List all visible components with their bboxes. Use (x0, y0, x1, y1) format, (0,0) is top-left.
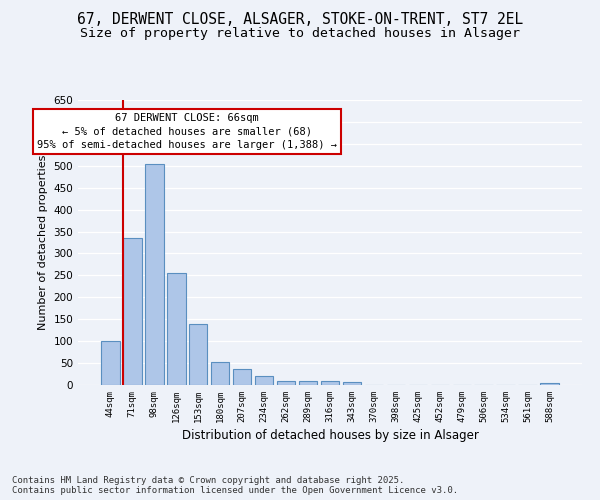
Text: 67, DERWENT CLOSE, ALSAGER, STOKE-ON-TRENT, ST7 2EL: 67, DERWENT CLOSE, ALSAGER, STOKE-ON-TRE… (77, 12, 523, 28)
Text: Size of property relative to detached houses in Alsager: Size of property relative to detached ho… (80, 28, 520, 40)
Bar (123, 238, 142, 385)
Text: Contains HM Land Registry data © Crown copyright and database right 2025.
Contai: Contains HM Land Registry data © Crown c… (12, 476, 458, 495)
Bar (255, 376, 274, 385)
X-axis label: Distribution of detached houses by size in Alsager: Distribution of detached houses by size … (182, 429, 478, 442)
Bar (541, 383, 559, 385)
Y-axis label: Number of detached properties: Number of detached properties (38, 155, 48, 330)
Bar (211, 362, 229, 385)
Bar (145, 164, 164, 385)
Bar (277, 380, 295, 385)
Bar (167, 273, 185, 385)
Bar (189, 324, 208, 385)
Bar (299, 380, 317, 385)
Bar (343, 382, 361, 385)
Bar (233, 369, 251, 385)
Bar (101, 341, 119, 385)
Text: 67 DERWENT CLOSE: 66sqm
← 5% of detached houses are smaller (68)
95% of semi-det: 67 DERWENT CLOSE: 66sqm ← 5% of detached… (37, 113, 337, 150)
Bar (320, 380, 340, 385)
